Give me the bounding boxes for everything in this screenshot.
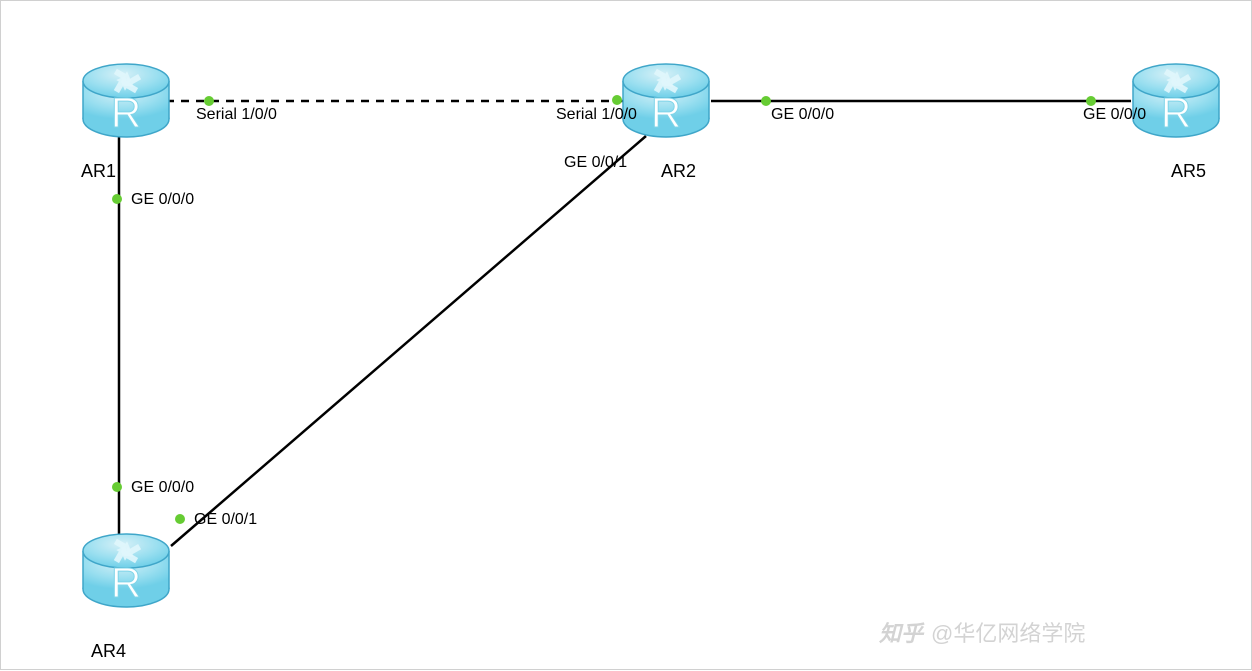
port-label-4: GE 0/0/1 [564,154,627,172]
svg-text:R: R [651,89,681,136]
port-label-5: GE 0/0/0 [131,191,194,209]
svg-text:R: R [111,559,141,606]
edge-AR2-AR4 [171,136,646,546]
svg-text:R: R [111,89,141,136]
port-dot-1 [612,95,622,105]
watermark: 知乎 @华亿网络学院 [879,616,1085,648]
port-dot-0 [204,96,214,106]
router-label-AR5: AR5 [1171,161,1206,182]
watermark-logo: 知乎 [879,621,923,646]
port-label-2: GE 0/0/0 [771,106,834,124]
port-label-3: GE 0/0/0 [1083,106,1146,124]
router-label-AR1: AR1 [81,161,116,182]
watermark-text: @华亿网络学院 [931,621,1085,646]
port-label-7: GE 0/0/1 [194,511,257,529]
router-label-AR2: AR2 [661,161,696,182]
port-label-1: Serial 1/0/0 [556,106,637,124]
port-dot-6 [175,514,185,524]
port-dot-3 [1086,96,1096,106]
port-label-0: Serial 1/0/0 [196,106,277,124]
port-label-6: GE 0/0/0 [131,479,194,497]
diagram-canvas: 知乎 @华亿网络学院 R AR1 [0,0,1252,670]
router-AR2[interactable]: R [621,61,711,136]
port-dot-4 [112,194,122,204]
port-dot-5 [112,482,122,492]
router-AR4[interactable]: R [81,531,171,606]
port-dot-2 [761,96,771,106]
router-label-AR4: AR4 [91,641,126,662]
router-AR1[interactable]: R [81,61,171,136]
svg-text:R: R [1161,89,1191,136]
router-AR5[interactable]: R [1131,61,1221,136]
